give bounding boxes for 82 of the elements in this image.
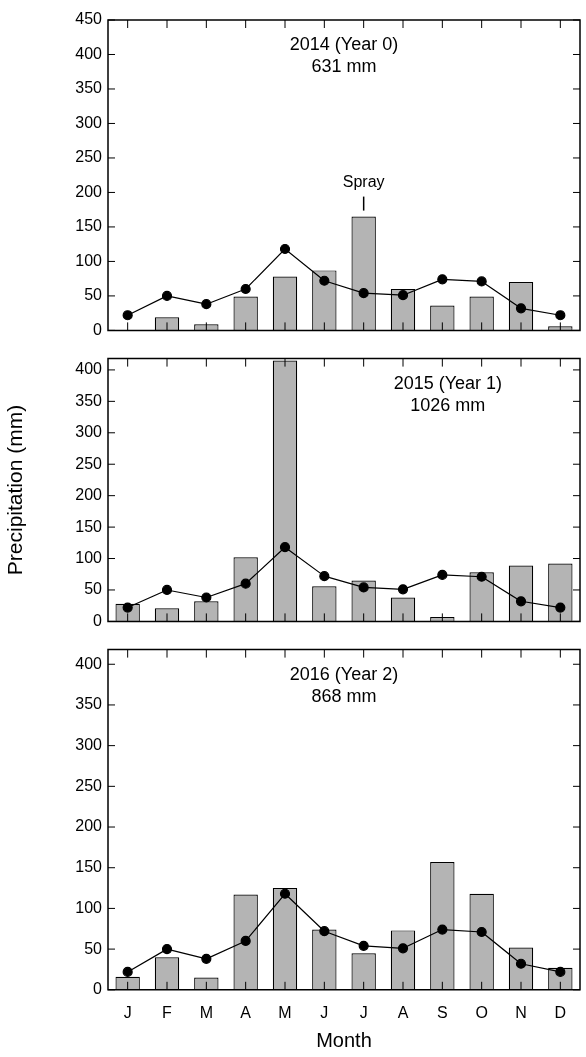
y-tick-label: 250 — [75, 148, 103, 166]
x-tick-label: M — [199, 1003, 213, 1021]
y-tick-label: 350 — [75, 391, 103, 409]
y-tick-label: 350 — [75, 695, 103, 713]
point — [397, 290, 409, 301]
y-tick-label: 0 — [93, 320, 103, 338]
point — [358, 582, 369, 593]
point — [240, 283, 251, 295]
point — [319, 275, 330, 286]
point — [476, 926, 487, 938]
x-tick-label: S — [437, 1003, 448, 1021]
y-tick-label: 450 — [75, 10, 103, 28]
text: 2015 (Year 1) — [393, 372, 503, 393]
x-tick-label: J — [123, 1003, 132, 1021]
y-tick-label: 300 — [75, 736, 103, 754]
point — [161, 584, 173, 596]
y-tick-label: 250 — [75, 454, 103, 472]
y-tick-label: 400 — [75, 360, 103, 378]
point — [397, 584, 409, 595]
y-tick-label: 200 — [75, 817, 103, 835]
point — [122, 310, 133, 321]
x-tick-label: J — [359, 1003, 368, 1021]
y-tick-label: 200 — [75, 182, 103, 200]
y-tick-label: 50 — [84, 286, 103, 304]
x-tick-label: N — [515, 1003, 527, 1021]
point — [437, 924, 448, 935]
y-tick-label: 300 — [75, 113, 103, 131]
text: 868 mm — [311, 685, 377, 706]
point — [201, 299, 212, 310]
y-tick-label: 50 — [84, 939, 103, 957]
annotation: Spray — [342, 172, 385, 190]
y-tick-label: 250 — [75, 776, 103, 794]
y-tick-label: 400 — [75, 654, 103, 672]
point — [240, 578, 251, 589]
x-tick-label: A — [240, 1003, 252, 1021]
y-tick-label: 50 — [84, 580, 103, 598]
y-tick-label: 150 — [75, 517, 103, 535]
text: 2016 (Year 2) — [289, 663, 399, 684]
point — [358, 940, 369, 951]
y-tick-label: 100 — [75, 548, 103, 566]
text: 2014 (Year 0) — [289, 33, 399, 54]
x-tick-label: F — [162, 1003, 173, 1021]
point — [279, 888, 291, 899]
point — [161, 944, 173, 955]
point — [201, 953, 212, 964]
point — [319, 926, 330, 937]
point — [279, 542, 291, 553]
y-tick-label: 200 — [75, 486, 103, 504]
point — [555, 310, 566, 321]
point — [319, 571, 330, 582]
y-axis-title: Precipitation (mm) — [3, 404, 27, 576]
point — [437, 569, 448, 580]
point — [397, 943, 409, 954]
text: 631 mm — [311, 55, 377, 76]
y-tick-label: 350 — [75, 79, 103, 97]
x-axis-title: Month — [316, 1028, 372, 1051]
point — [515, 596, 527, 607]
x-tick-label: J — [320, 1003, 329, 1021]
x-tick-label: O — [475, 1003, 488, 1021]
y-tick-label: 100 — [75, 898, 103, 916]
point — [476, 276, 487, 287]
x-tick-label: D — [554, 1003, 567, 1021]
point — [555, 602, 566, 613]
point — [122, 966, 133, 977]
point — [201, 592, 212, 603]
point — [476, 571, 487, 582]
point — [161, 290, 173, 302]
point — [555, 966, 566, 977]
text: 1026 mm — [410, 394, 486, 415]
y-tick-label: 150 — [75, 858, 103, 876]
point — [240, 935, 251, 947]
y-tick-label: 300 — [75, 423, 103, 441]
y-tick-label: 150 — [75, 217, 103, 235]
point — [437, 274, 448, 285]
x-tick-label: M — [278, 1003, 292, 1021]
x-tick-label: A — [397, 1003, 409, 1021]
y-tick-label: 400 — [75, 44, 103, 62]
point — [358, 288, 369, 299]
y-tick-label: 100 — [75, 251, 103, 269]
point — [279, 243, 291, 255]
y-tick-label: 0 — [93, 611, 103, 629]
y-tick-label: 0 — [93, 980, 103, 998]
